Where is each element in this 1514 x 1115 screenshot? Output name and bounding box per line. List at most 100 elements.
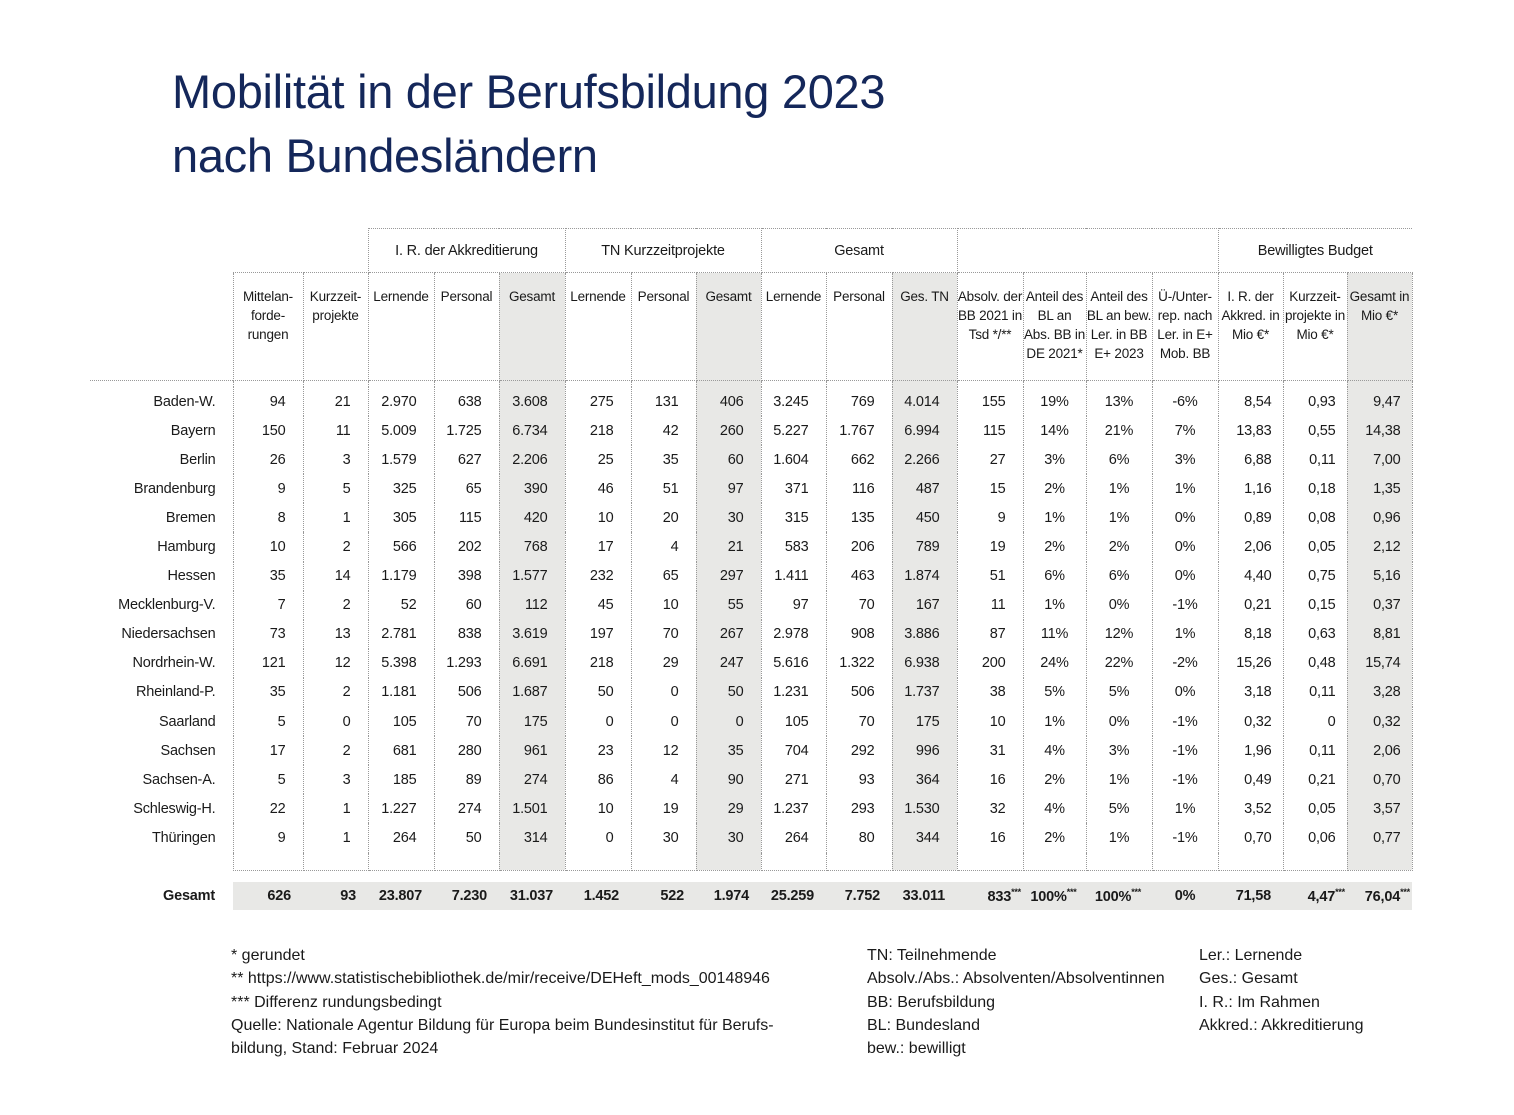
table-cell: 2%	[1022, 532, 1087, 562]
group-header: Gesamt	[760, 228, 958, 273]
row-label: Rheinland-P.	[135, 684, 216, 701]
table-cell: 4	[630, 765, 697, 795]
table-cell: 1%	[1085, 474, 1153, 504]
table-cell: 175	[498, 707, 566, 737]
spacer-cell	[498, 852, 566, 871]
table-cell: 0,70	[1217, 823, 1284, 853]
table-cell: 1.231	[760, 677, 827, 708]
table-cell: 0,49	[1217, 765, 1284, 795]
table-cell: 0,11	[1282, 445, 1348, 475]
table-cell: 0,70	[1346, 765, 1413, 795]
table-cell: 3.886	[891, 619, 958, 649]
table-cell: 200	[956, 648, 1024, 678]
total-row: Gesamt 626 93 23.807 7.230 31.037 1.452 522 1.97…	[90, 881, 1487, 910]
table-cell: 70	[433, 707, 500, 737]
table-cell: 97	[695, 474, 762, 504]
table-cell: 0,11	[1282, 736, 1348, 766]
table-cell: 197	[564, 619, 632, 649]
table-cell: 3	[302, 445, 369, 475]
table-cell: 638	[433, 387, 500, 417]
table-cell: 1.181	[367, 677, 435, 708]
table-cell: 35	[630, 445, 697, 475]
footnote-line: bildung, Stand: Februar 2024	[231, 1040, 439, 1058]
table-cell: 5%	[1085, 677, 1153, 708]
table-cell: 5%	[1085, 794, 1153, 824]
table-cell: 65	[433, 474, 500, 504]
table-cell: 1.322	[825, 648, 893, 678]
table-cell: 364	[891, 765, 958, 795]
table-cell: 487	[891, 474, 958, 504]
total-cell: 7.752	[826, 881, 892, 910]
total-value: 25.259	[770, 887, 814, 904]
table-cell: 264	[367, 823, 435, 853]
table-cell: 1%	[1085, 765, 1153, 795]
table-cell: 0,18	[1282, 474, 1348, 504]
row-label: Baden-W.	[153, 393, 216, 410]
row-label: Schleswig-H.	[133, 800, 216, 817]
table-cell: 1%	[1022, 590, 1087, 620]
table-cell: 0%	[1151, 532, 1219, 562]
table-cell: 0	[695, 707, 762, 737]
column-header: Lernende	[760, 272, 827, 381]
table-cell: 264	[760, 823, 827, 853]
table-cell: 3,52	[1217, 794, 1284, 824]
table-cell: 1,96	[1217, 736, 1284, 766]
gap-cell	[1218, 870, 1283, 882]
table-row: Baden-W. 94 21 2.970 638 3.608 275 131 406 3.245 7…	[90, 387, 1487, 417]
table-cell: 0,96	[1346, 503, 1413, 533]
total-value: 1.452	[583, 887, 619, 904]
table-cell: 2.781	[367, 619, 435, 649]
table-cell: 1.293	[433, 648, 500, 678]
table-cell: 1.874	[891, 561, 958, 591]
empty	[90, 273, 233, 381]
table-cell: 274	[498, 765, 566, 795]
table-cell: 6.938	[891, 648, 958, 678]
table-cell: 0,05	[1282, 794, 1348, 824]
table-cell: 1.179	[367, 561, 435, 591]
table-cell: 60	[433, 590, 500, 620]
total-value: 100%	[1094, 888, 1132, 905]
table-cell: 11	[302, 416, 369, 446]
table-cell: 7,00	[1346, 445, 1413, 475]
table-cell: 0,93	[1282, 387, 1348, 417]
total-cell: 76,04***	[1347, 881, 1412, 910]
total-cell: 1.974	[696, 881, 761, 910]
table-cell: -1%	[1151, 765, 1219, 795]
table-cell: 0,77	[1346, 823, 1413, 853]
table-cell: -1%	[1151, 590, 1219, 620]
total-cell: 23.807	[368, 881, 434, 910]
spacer-cell	[1151, 852, 1219, 871]
table-cell: 10	[232, 532, 304, 562]
table-cell: 51	[630, 474, 697, 504]
group-header-empty	[233, 228, 369, 273]
table-cell: 3,18	[1217, 677, 1284, 708]
table-cell: 202	[433, 532, 500, 562]
table-cell: 463	[825, 561, 893, 591]
empty	[90, 853, 233, 871]
table-cell: 10	[564, 503, 632, 533]
total-cell: 33.011	[892, 881, 957, 910]
total-cell: 0%	[1152, 881, 1218, 910]
row-label: Sachsen-A.	[142, 771, 216, 788]
spacer-cell	[302, 852, 369, 871]
table-cell: 406	[695, 387, 762, 417]
table-cell: 21%	[1085, 416, 1153, 446]
empty	[90, 870, 233, 882]
table-cell: 2	[302, 532, 369, 562]
column-header: Mittelan-forde-rungen	[232, 272, 304, 381]
table-cell: 27	[956, 445, 1024, 475]
table-cell: 2,06	[1217, 532, 1284, 562]
table-cell: 5.227	[760, 416, 827, 446]
table-row: Schleswig-H. 22 1 1.227 274 1.501 10 19 29 1.237 2…	[90, 794, 1487, 824]
table-cell: 15,26	[1217, 648, 1284, 678]
table-cell: 112	[498, 590, 566, 620]
table-cell: 3%	[1022, 445, 1087, 475]
table-cell: 70	[825, 590, 893, 620]
column-header: Personal	[825, 272, 893, 381]
spacer-row	[90, 852, 1487, 871]
table-cell: 1%	[1151, 794, 1219, 824]
table-cell: 292	[825, 736, 893, 766]
table-cell: 1.530	[891, 794, 958, 824]
total-cell: 100%***	[1023, 881, 1086, 910]
total-value: 7.230	[451, 887, 487, 904]
